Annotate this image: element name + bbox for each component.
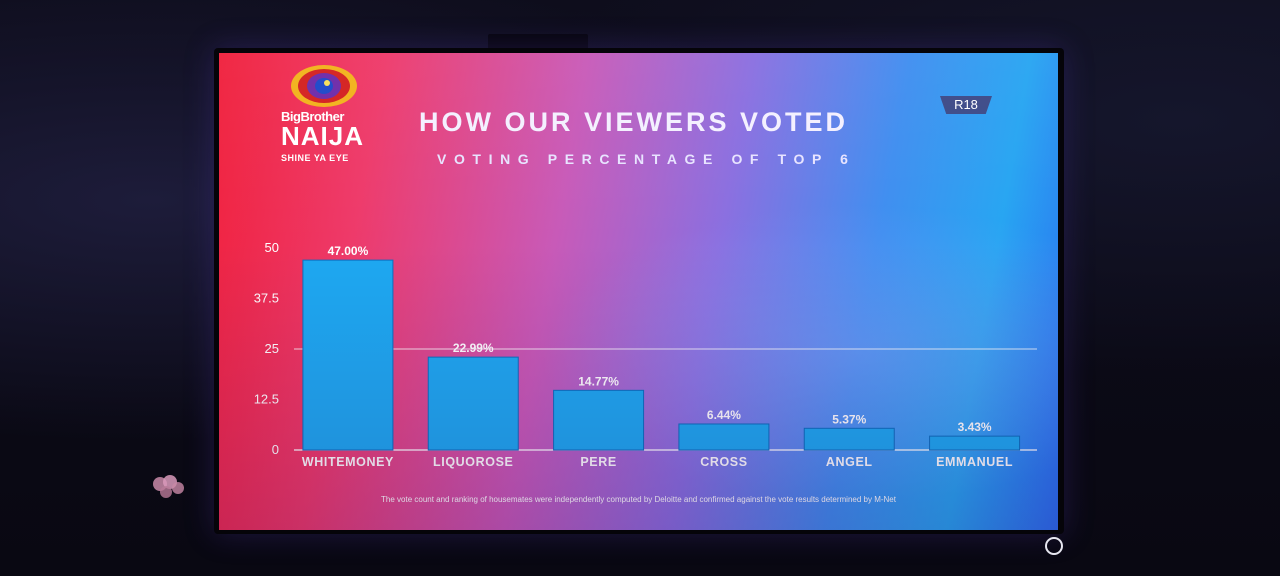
page-subtitle: VOTING PERCENTAGE OF TOP 6 (437, 151, 856, 167)
data-label: 6.44% (707, 408, 741, 422)
eye-logo-icon (291, 65, 357, 107)
page-title: HOW OUR VIEWERS VOTED (419, 107, 849, 137)
tv-screen: BigBrother NAIJA SHINE YA EYE HOW OUR VI… (219, 53, 1058, 530)
bar-angel (803, 427, 895, 451)
disclaimer-footnote: The vote count and ranking of housemates… (381, 495, 896, 504)
y-tick-label: 25 (265, 341, 279, 356)
x-tick-label: LIQUOROSE (433, 455, 513, 469)
x-tick-label: WHITEMONEY (302, 455, 394, 469)
data-label: 14.77% (578, 374, 619, 388)
y-tick-label: 37.5 (254, 291, 279, 306)
data-label: 3.43% (958, 420, 992, 434)
logo-naija-text: NAIJA (281, 121, 365, 151)
bar-whitemoney (302, 259, 394, 451)
rating-badge: R18 (940, 96, 992, 114)
logo-tagline: SHINE YA EYE (281, 153, 349, 163)
y-tick-label: 12.5 (254, 392, 279, 407)
bar-liquorose (427, 356, 519, 451)
bar-emmanuel (929, 435, 1021, 451)
y-tick-label: 0 (272, 442, 279, 457)
logo-bigbrother-text: BigBrother (281, 109, 344, 124)
flower-decoration-icon (153, 475, 184, 498)
data-label: 47.00% (328, 244, 369, 258)
show-logo: BigBrother NAIJA SHINE YA EYE (281, 63, 371, 183)
x-tick-label: EMMANUEL (936, 455, 1013, 469)
y-tick-label: 50 (265, 240, 279, 255)
x-tick-label: PERE (580, 455, 616, 469)
data-label: 5.37% (832, 412, 866, 426)
power-indicator-icon (1045, 537, 1063, 555)
x-tick-label: ANGEL (826, 455, 873, 469)
data-label: 22.99% (453, 341, 494, 355)
bar-cross (678, 423, 770, 451)
vote-bar-chart: 0 12.5 25 37.5 50 47.00% WHITEMONEY 22.99% LIQUO… (254, 240, 1037, 469)
bar-pere (553, 389, 645, 451)
x-tick-label: CROSS (700, 455, 747, 469)
